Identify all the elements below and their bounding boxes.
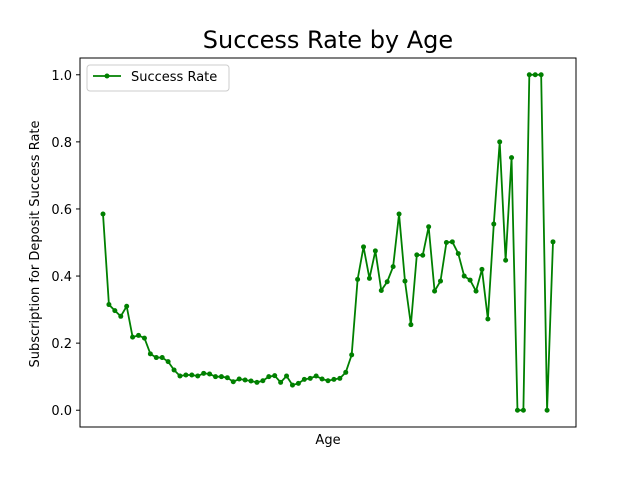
data-point [141,335,147,341]
data-point [414,252,420,258]
data-point [278,379,284,385]
data-point [461,273,467,279]
data-point [455,251,461,257]
data-point [106,302,112,308]
data-point [272,373,278,379]
data-point [325,378,331,384]
data-point [479,266,485,272]
data-point [491,221,497,227]
data-point [147,351,153,357]
legend: Success Rate [86,64,230,92]
data-point [361,244,367,250]
data-point [153,355,159,361]
data-point [349,352,355,358]
data-point [408,322,414,328]
data-point [443,240,449,245]
data-point [165,359,171,365]
data-point [248,378,254,384]
y-tick-label: 0.2 [51,337,72,352]
y-tick-label: 0.6 [51,203,72,218]
data-point [538,72,544,78]
data-point [532,72,538,78]
data-point [438,278,443,284]
data-point [230,379,236,385]
data-point [159,355,165,361]
data-point [550,239,556,245]
data-point [319,376,325,382]
data-point [432,288,438,294]
data-point [426,224,432,230]
y-tick-label: 0.4 [51,270,72,285]
data-point [254,379,260,385]
data-point [118,313,124,319]
data-point [218,374,224,380]
plot-frame [79,57,577,428]
y-tick-label: 0.8 [51,136,72,151]
data-point [201,370,207,376]
data-point [224,375,230,381]
data-point [473,288,479,294]
data-point [260,378,266,384]
data-point [130,334,136,340]
data-point [366,275,372,281]
data-point [295,380,301,386]
data-point [301,376,307,382]
data-point [284,373,290,379]
data-point [355,276,361,282]
data-point [331,376,337,382]
data-point [526,72,532,78]
data-point [384,279,390,285]
data-point [289,382,295,388]
data-point [420,252,426,258]
data-point [372,248,378,254]
data-point [189,372,195,378]
data-point [497,139,503,145]
data-point [343,369,349,375]
data-point [402,278,408,284]
data-point [313,373,319,379]
legend-box [86,64,230,92]
data-point [124,303,130,309]
plot-area: 0.0 0.2 0.4 0.6 0.8 1.0 [51,57,577,428]
data-point [207,371,213,377]
data-point [503,257,509,263]
data-point [396,211,402,217]
data-point [509,155,515,161]
y-axis-label: Subscription for Deposit Success Rate [28,120,43,367]
data-point [337,375,343,381]
data-point [514,407,520,413]
data-point [467,277,473,283]
y-tick-label: 1.0 [51,69,72,84]
data-point [242,377,248,383]
data-point [177,373,183,379]
data-point [195,373,201,379]
data-point [136,332,142,338]
legend-marker-swatch [104,73,110,79]
legend-entry-success-rate: Success Rate [131,70,217,85]
data-point [520,407,526,413]
data-point [100,211,106,217]
data-point [449,239,455,245]
data-point [236,376,242,382]
data-point [378,287,384,293]
data-point [171,367,177,373]
y-tick-label: 0.0 [51,404,72,419]
data-point [266,374,272,380]
data-point [112,308,118,314]
data-point [485,316,491,322]
chart-title: Success Rate by Age [203,26,453,54]
data-point [544,407,550,413]
data-point [213,374,218,380]
data-point [307,375,313,381]
data-point [183,372,189,378]
data-point [390,264,396,270]
x-axis-label: Age [315,433,340,448]
